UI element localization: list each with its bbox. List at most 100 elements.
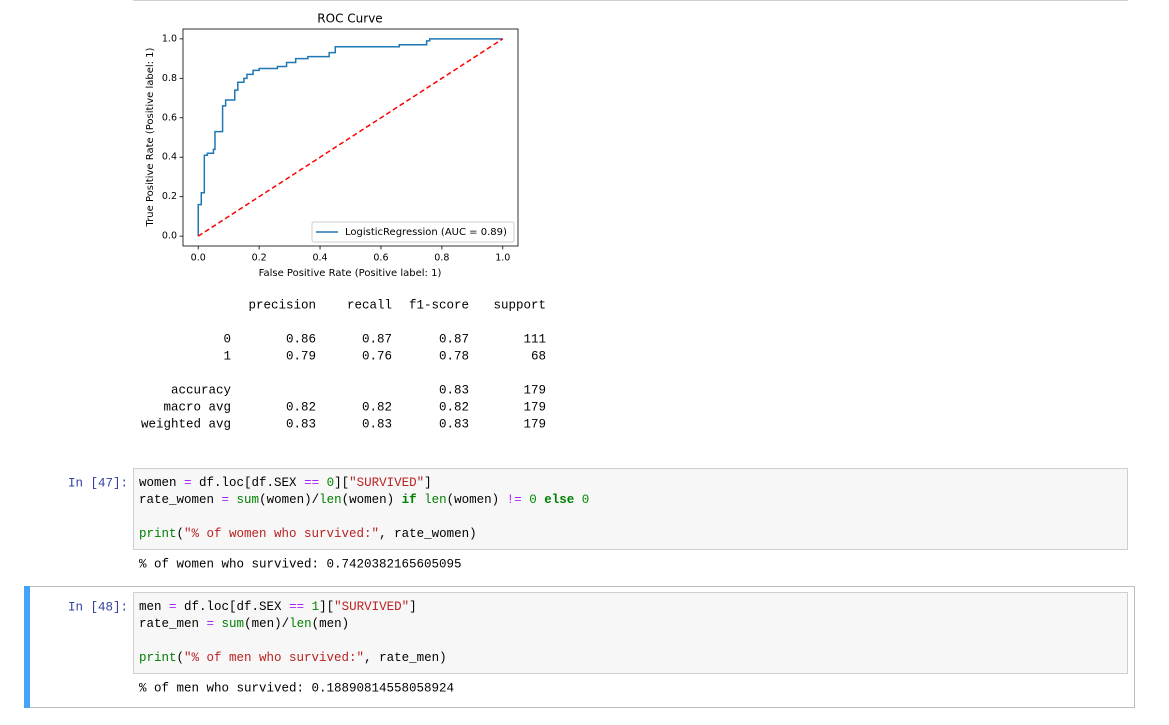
code-token: sum <box>237 493 260 507</box>
series-line <box>197 38 503 237</box>
y-tick-label: 0.6 <box>162 112 177 123</box>
code-token: "% of men who survived:" <box>184 651 364 665</box>
code-input[interactable] <box>133 592 1128 674</box>
cell-output: % of women who survived: 0.7420382165605… <box>139 557 462 571</box>
code-token: 0 <box>529 493 537 507</box>
code-token: ( <box>177 527 185 541</box>
report-header: precision <box>248 298 316 312</box>
code-token: sum <box>222 617 245 631</box>
report-row-label: accuracy <box>171 383 232 397</box>
code-token: ][ <box>334 476 349 490</box>
code-input[interactable] <box>133 468 1128 550</box>
code-token: ] <box>409 600 417 614</box>
code-line: women = df.loc[df.SEX == 0]["SURVIVED"] <box>139 476 432 490</box>
code-token: df.loc[df.SEX <box>177 600 290 614</box>
code-token: "SURVIVED" <box>349 476 424 490</box>
code-token: len <box>319 493 342 507</box>
code-token: if <box>402 493 417 507</box>
code-token: 0 <box>582 493 590 507</box>
report-cell: 0.83 <box>439 417 469 431</box>
code-line: rate_men = sum(men)/len(men) <box>139 617 349 631</box>
code-token: (men)/ <box>244 617 289 631</box>
code-token: women <box>139 476 184 490</box>
code-token <box>417 493 425 507</box>
x-tick-label: 0.2 <box>252 253 267 264</box>
code-token: df.loc[df.SEX <box>192 476 305 490</box>
x-tick-label: 0.4 <box>312 253 327 264</box>
report-header: support <box>493 298 546 312</box>
code-token <box>214 617 222 631</box>
report-cell: 179 <box>523 400 546 414</box>
code-token: ][ <box>319 600 334 614</box>
code-token: else <box>544 493 574 507</box>
y-tick-label: 0.2 <box>162 191 177 202</box>
code-line: men = df.loc[df.SEX == 1]["SURVIVED"] <box>139 600 417 614</box>
report-header: recall <box>347 298 392 312</box>
code-token <box>319 476 327 490</box>
code-line: print("% of women who survived:", rate_w… <box>139 527 477 541</box>
report-cell: 0.87 <box>439 332 469 346</box>
y-tick-label: 1.0 <box>162 33 177 44</box>
code-token: (women) <box>447 493 507 507</box>
report-cell: 111 <box>523 332 546 346</box>
report-cell: 0.83 <box>362 417 392 431</box>
code-token: "SURVIVED" <box>334 600 409 614</box>
y-tick-label: 0.8 <box>162 73 177 84</box>
x-axis-label: False Positive Rate (Positive label: 1) <box>259 268 442 279</box>
code-token <box>522 493 530 507</box>
code-token: men <box>139 600 169 614</box>
y-tick-label: 0.4 <box>162 152 177 163</box>
code-token <box>229 493 237 507</box>
code-line: print("% of men who survived:", rate_men… <box>139 651 447 665</box>
x-tick-label: 0.8 <box>434 253 449 264</box>
code-token: (men) <box>312 617 350 631</box>
cell-output: % of men who survived: 0.188908145580589… <box>139 681 454 695</box>
code-token: "% of women who survived:" <box>184 527 379 541</box>
code-token: = <box>207 617 215 631</box>
chart-title: ROC Curve <box>317 12 382 26</box>
report-cell: 0.86 <box>286 332 316 346</box>
report-cell: 0.78 <box>439 349 469 363</box>
code-token: , rate_men) <box>364 651 447 665</box>
code-token: , rate_women) <box>379 527 477 541</box>
report-cell: 0.87 <box>362 332 392 346</box>
report-cell: 68 <box>531 349 546 363</box>
code-token <box>304 600 312 614</box>
report-cell: 0.82 <box>286 400 316 414</box>
report-cell: 0.82 <box>362 400 392 414</box>
code-token: = <box>169 600 177 614</box>
y-tick-label: 0.0 <box>162 231 177 242</box>
cell-prompt: In [47]: <box>68 476 128 490</box>
code-token: ] <box>424 476 432 490</box>
code-token: == <box>304 476 319 490</box>
report-cell: 179 <box>523 417 546 431</box>
report-row-label: 0 <box>223 332 231 346</box>
report-header: f1-score <box>409 298 469 312</box>
y-axis-label: True Positive Rate (Positive label: 1) <box>145 47 156 227</box>
report-cell: 0.79 <box>286 349 316 363</box>
x-tick-label: 1.0 <box>495 253 510 264</box>
roc-chart: ROC Curve False Positive Rate (Positive … <box>145 12 519 279</box>
report-cell: 0.76 <box>362 349 392 363</box>
code-token: print <box>139 651 177 665</box>
report-cell: 0.83 <box>439 383 469 397</box>
report-row-label: macro avg <box>163 400 231 414</box>
code-token: (women)/ <box>259 493 319 507</box>
code-token: 1 <box>312 600 320 614</box>
code-token: != <box>507 493 522 507</box>
legend-label: LogisticRegression (AUC = 0.89) <box>345 227 507 238</box>
report-cell: 0.82 <box>439 400 469 414</box>
code-token: == <box>289 600 304 614</box>
selected-cell-bar <box>24 586 30 708</box>
cell-prompt: In [48]: <box>68 600 128 614</box>
x-tick-label: 0.6 <box>373 253 388 264</box>
code-token: = <box>184 476 192 490</box>
code-token: 0 <box>327 476 335 490</box>
code-token: print <box>139 527 177 541</box>
report-row-label: weighted avg <box>141 417 231 431</box>
code-token: len <box>289 617 312 631</box>
code-token: (women) <box>342 493 402 507</box>
code-token: len <box>424 493 447 507</box>
report-cell: 179 <box>523 383 546 397</box>
